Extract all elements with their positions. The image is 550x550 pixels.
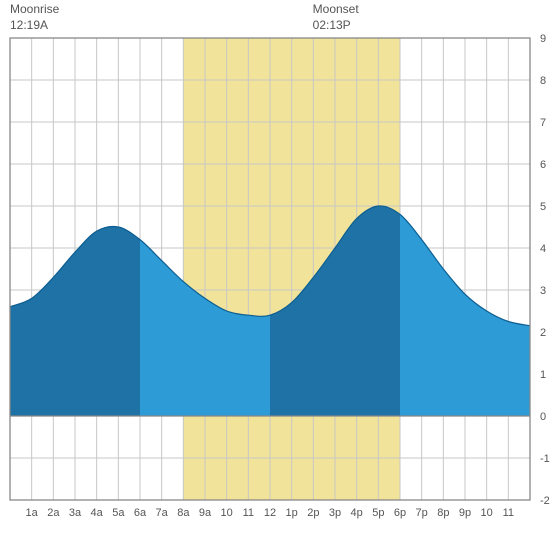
chart-svg: 1a2a3a4a5a6a7a8a9a1011121p2p3p4p5p6p7p8p… — [0, 0, 550, 550]
svg-text:11: 11 — [243, 507, 254, 519]
tide-chart: Moonrise 12:19A Moonset 02:13P 1a 2a 3a 4a 5… — [0, 0, 550, 550]
moonset-time: 02:13P — [313, 18, 351, 32]
svg-text:5: 5 — [540, 201, 546, 213]
svg-text:-2: -2 — [540, 495, 550, 507]
svg-text:4p: 4p — [351, 507, 363, 519]
svg-text:6a: 6a — [134, 507, 147, 519]
svg-text:4: 4 — [540, 243, 546, 255]
svg-text:5p: 5p — [372, 507, 384, 519]
svg-text:8: 8 — [540, 75, 546, 87]
svg-text:-1: -1 — [540, 453, 550, 465]
moonset-title: Moonset — [313, 2, 359, 16]
moonrise-title: Moonrise — [10, 2, 59, 16]
svg-text:1a: 1a — [26, 507, 39, 519]
moonset-label: Moonset 02:13P — [313, 2, 359, 33]
svg-text:8a: 8a — [177, 507, 190, 519]
svg-text:6p: 6p — [394, 507, 406, 519]
svg-text:0: 0 — [540, 411, 546, 423]
svg-text:4a: 4a — [91, 507, 104, 519]
svg-text:8p: 8p — [437, 507, 449, 519]
svg-text:12: 12 — [264, 507, 276, 519]
svg-text:2a: 2a — [47, 507, 60, 519]
svg-text:7: 7 — [540, 117, 546, 129]
moonrise-time: 12:19A — [10, 18, 48, 32]
svg-text:7p: 7p — [416, 507, 428, 519]
svg-text:2p: 2p — [307, 507, 319, 519]
svg-text:9p: 9p — [459, 507, 471, 519]
svg-text:3a: 3a — [69, 507, 82, 519]
svg-text:10: 10 — [481, 507, 493, 519]
svg-text:1p: 1p — [286, 507, 298, 519]
moonrise-label: Moonrise 12:19A — [10, 2, 59, 33]
svg-text:11: 11 — [503, 507, 514, 519]
svg-text:7a: 7a — [156, 507, 169, 519]
svg-text:5a: 5a — [112, 507, 125, 519]
svg-text:9a: 9a — [199, 507, 212, 519]
svg-text:2: 2 — [540, 327, 546, 339]
svg-text:6: 6 — [540, 159, 546, 171]
svg-text:10: 10 — [221, 507, 233, 519]
svg-text:1: 1 — [540, 369, 546, 381]
svg-text:3: 3 — [540, 285, 546, 297]
svg-text:9: 9 — [540, 33, 546, 45]
svg-text:3p: 3p — [329, 507, 341, 519]
